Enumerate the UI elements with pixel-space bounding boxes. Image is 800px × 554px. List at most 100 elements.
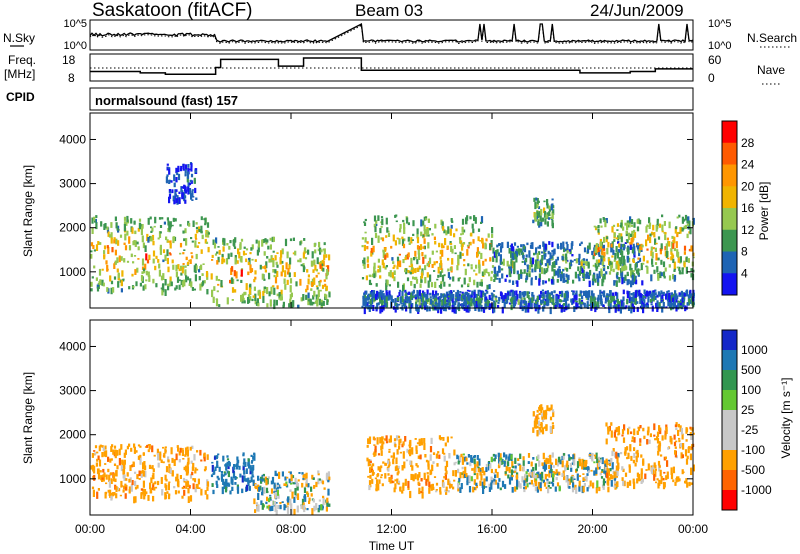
power-cell [179, 168, 183, 172]
velocity-cell [404, 436, 407, 442]
power-cell [470, 266, 473, 270]
power-cell [600, 225, 603, 228]
velocity-cell [271, 500, 275, 505]
power-cell [426, 294, 429, 300]
power-cell [145, 253, 148, 261]
velocity-cell [501, 459, 504, 463]
power-cell [419, 304, 422, 309]
velocity-cell [595, 467, 598, 474]
power-cell [659, 271, 662, 279]
velocity-cell [522, 465, 525, 472]
power-cell [375, 220, 378, 224]
power-cell [507, 294, 510, 300]
power-cell [649, 298, 653, 303]
velocity-cell [435, 482, 439, 486]
power-cell [97, 241, 100, 245]
power-cell [178, 191, 181, 194]
power-cell [431, 250, 434, 255]
velocity-cell [321, 480, 325, 485]
velocity-cell [547, 487, 550, 494]
power-cell [140, 227, 143, 236]
velocity-cell [476, 455, 479, 460]
power-cell [484, 258, 487, 262]
power-cell [303, 266, 306, 270]
power-cell [361, 305, 364, 309]
power-cell [286, 279, 289, 285]
power-cell [689, 289, 692, 295]
velocity-cell [470, 476, 473, 482]
power-cell [616, 251, 619, 259]
power-cell [194, 170, 197, 173]
velocity-cell [691, 444, 694, 448]
velocity-cell [258, 486, 261, 492]
velocity-cell [311, 474, 314, 480]
power-cell [413, 283, 416, 289]
power-cell [168, 179, 171, 182]
power-cell [679, 256, 682, 263]
velocity-cell [296, 483, 299, 487]
power-cell [147, 217, 150, 225]
power-colorbar-frame [721, 120, 738, 296]
velocity-cell [120, 480, 123, 488]
power-cell [207, 232, 210, 235]
power-cell [591, 278, 595, 286]
power-cell [176, 172, 179, 176]
velocity-cell [616, 427, 619, 433]
power-cell [404, 293, 407, 297]
velocity-cell [374, 445, 377, 453]
power-cell [315, 285, 319, 288]
power-cell [645, 290, 649, 297]
velocity-cell [647, 426, 650, 433]
power-cell [544, 280, 547, 284]
power-cell [442, 245, 445, 249]
velocity-cell [635, 456, 638, 463]
power-cell [323, 248, 326, 255]
power-cell [476, 253, 479, 257]
velocity-cell [227, 471, 230, 478]
power-cell [426, 289, 429, 295]
power-cell [318, 281, 321, 287]
power-cell [473, 269, 476, 272]
power-cell [474, 217, 477, 224]
power-cell [619, 225, 622, 227]
power-cell [510, 258, 513, 264]
power-cell [273, 274, 276, 278]
power-cell [167, 240, 170, 243]
power-cell [393, 264, 396, 268]
velocity-cell [224, 473, 227, 476]
power-cell [252, 295, 255, 298]
power-cell [103, 245, 107, 250]
power-cell [576, 303, 579, 309]
power-cell [650, 231, 654, 236]
power-cell [253, 286, 256, 291]
velocity-cell [489, 463, 492, 469]
velocity-cell [526, 482, 529, 488]
power-cell [673, 261, 676, 269]
velocity-cell [578, 459, 582, 467]
velocity-cell [327, 493, 330, 496]
velocity-colorbar-swatch [722, 470, 737, 491]
power-cell [272, 285, 275, 287]
power-cell [516, 294, 519, 301]
velocity-cell [260, 500, 263, 505]
velocity-cell [379, 437, 382, 444]
power-cell [483, 269, 486, 276]
power-cell [540, 267, 544, 274]
power-cell [186, 276, 189, 281]
power-cell [510, 251, 513, 258]
power-cell [582, 263, 585, 266]
power-cell [302, 294, 305, 301]
power-cell [182, 163, 185, 171]
velocity-cell [259, 478, 262, 481]
power-cell [618, 277, 621, 283]
power-cell [276, 293, 279, 297]
power-cell [429, 292, 432, 296]
power-cell [153, 225, 156, 228]
velocity-cell [177, 490, 180, 494]
power-cell [454, 301, 457, 306]
power-cell [417, 292, 420, 296]
power-cell [319, 247, 322, 255]
power-cell [486, 299, 489, 306]
velocity-cell [313, 486, 316, 489]
velocity-cell [107, 456, 110, 462]
